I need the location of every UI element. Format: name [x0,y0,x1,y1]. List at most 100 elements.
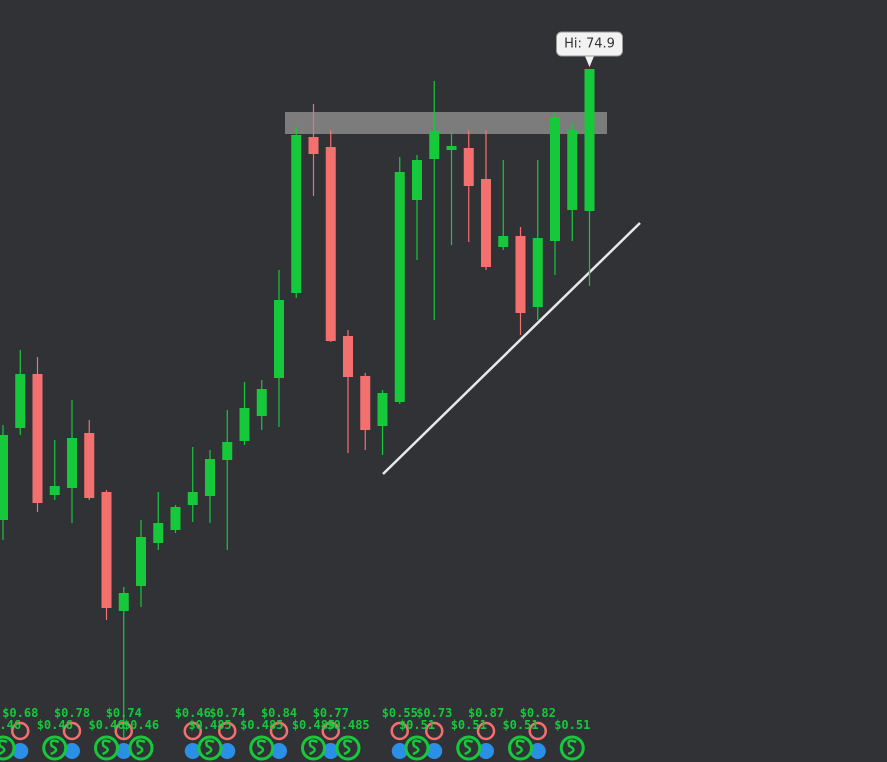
candle-body [239,408,250,441]
event-icon [390,721,409,741]
dividend-icon [335,735,361,761]
dividend-label: $0.51 [502,718,538,732]
dividend-label: $0.46 [175,706,211,720]
dividend-icon [508,735,533,761]
event-icon [321,721,340,741]
dividend-label: $0.485 [188,718,231,732]
dividend-icon-glyph [412,739,422,756]
candle-body [429,131,440,159]
candle-body [222,442,233,460]
dividend-icon-glyph [49,739,60,756]
dividend-label: $0.485 [292,718,335,732]
event-icon [269,721,289,741]
event-icon [478,743,494,759]
candle-body [170,507,181,530]
dividend-icon [249,735,275,761]
candle-body [394,172,405,402]
dividend-icon [128,735,154,761]
dividend-label: $0.51 [399,718,435,732]
event-icon [115,743,132,759]
event-icon [391,743,408,759]
annotation-label: Hi: 74.9 [564,37,615,52]
event-icon [271,743,287,759]
candle-body [377,393,388,426]
event-icon [11,721,30,741]
dividend-icon [197,735,223,761]
candle-body [84,433,95,498]
candle-body [343,336,353,377]
event-icon [114,721,133,741]
event-icon [12,743,29,759]
dividend-icon [94,735,119,761]
trend-line [382,222,641,475]
candle-body [118,593,129,611]
event-icon [183,721,202,741]
dividend-icon-glyph [463,739,474,756]
dividend-icon-glyph [256,739,267,756]
candle-body [136,537,146,586]
dividend-icon-glyph [567,739,577,756]
candle-body [532,238,543,307]
candle-body [412,160,422,200]
event-icon [184,743,201,759]
dividend-icon [559,735,585,761]
dividend-icon-glyph [515,739,525,756]
event-icon [219,743,236,759]
candle-body [274,300,284,378]
dividend-label: $0.68 [2,706,38,720]
event-icon [64,743,80,759]
candle-body [446,146,457,150]
candle-body [567,130,578,210]
dividend-label: $0.46 [123,718,159,732]
candle-body [584,69,595,211]
event-icon [529,743,546,759]
event-icon [218,721,237,741]
annotation-box [556,31,623,57]
dividend-label: $0.51 [554,718,590,732]
dividend-label: $0.55 [382,706,418,720]
dividend-icon [42,735,68,761]
event-icon [322,743,339,759]
annotation-pointer [584,55,595,67]
candle-body [15,374,26,428]
candle-body [498,236,509,247]
dividend-icon [456,735,482,761]
candle-body [67,438,77,488]
candle-body [153,523,164,543]
candle-body [205,459,215,496]
candle-body [481,179,491,267]
dividend-label: $0.46 [88,718,124,732]
candle-body [0,435,8,520]
candle-body [49,486,60,495]
candle-body [515,236,526,313]
candle-body [101,492,112,608]
candle-body [32,374,43,503]
dividend-icon-glyph [0,739,8,755]
dividend-label: $0.485 [240,718,283,732]
candle-body [463,148,474,186]
dividend-label: $0.46 [37,718,73,732]
dividend-label: $0.77 [313,706,349,720]
dividend-label: $0.73 [416,706,452,720]
dividend-icon [404,735,430,761]
event-icon [528,721,547,741]
dividend-label: $0.74 [106,706,142,720]
resistance-zone [285,112,607,134]
dividend-icon-glyph [308,739,318,756]
dividend-icon-glyph [136,739,146,756]
dividend-label: $0.84 [261,706,297,720]
dividend-icon-glyph [343,739,353,756]
dividend-label: $0.74 [209,706,245,720]
dividend-label: $0.82 [520,706,556,720]
dividend-label: $0.46 [0,718,21,732]
dividend-icon [301,735,326,761]
event-icon [476,721,496,741]
dividend-label: $0.87 [468,706,504,720]
candle-body [360,376,371,430]
dividend-label: $0.485 [326,718,369,732]
dividend-icon-glyph [101,739,111,756]
candle-body [550,117,560,241]
event-icon [426,743,443,759]
candle-body [187,492,198,505]
